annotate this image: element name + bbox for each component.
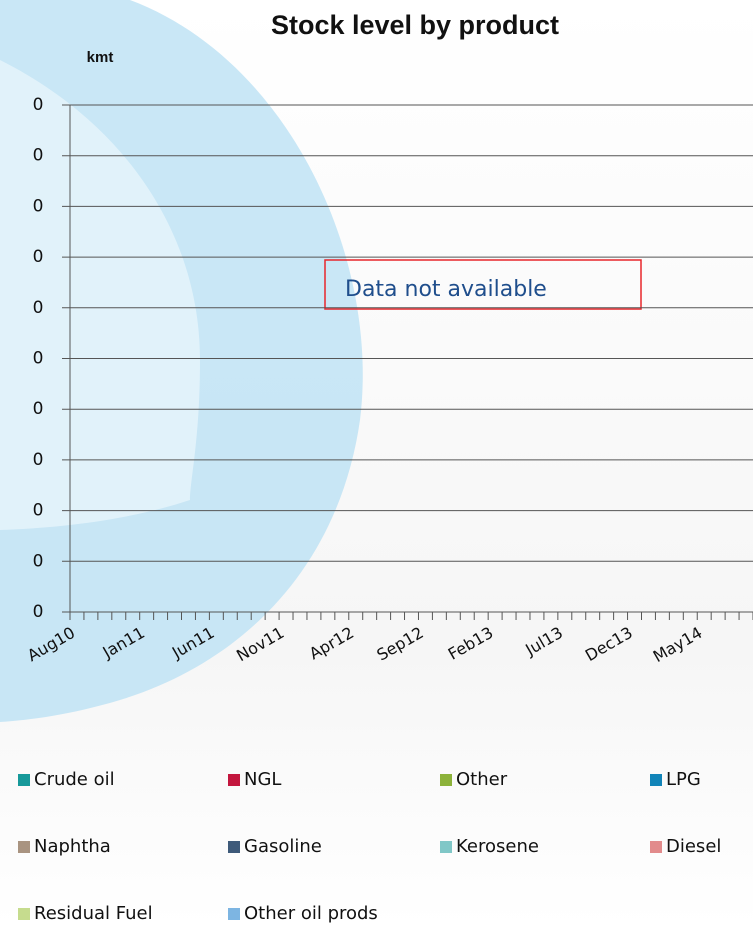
y-tick-label: 0: [33, 146, 44, 166]
y-tick-label: 0: [33, 602, 44, 622]
legend-swatch: [18, 774, 30, 786]
annotation: Data not available: [345, 277, 547, 302]
y-tick-label: 0: [33, 551, 44, 571]
y-tick-label: 0: [33, 450, 44, 470]
chart-title: Stock level by product: [271, 10, 559, 40]
y-tick-label: 0: [33, 349, 44, 369]
legend-swatch: [18, 841, 30, 853]
legend-label: Other oil prods: [244, 903, 378, 924]
annotation-box: [324, 259, 642, 310]
y-axis-unit: kmt: [87, 49, 114, 66]
background-swoosh-inner: [0, 60, 200, 530]
legend-swatch: [228, 908, 240, 920]
legend-swatch: [228, 774, 240, 786]
legend-label: Gasoline: [244, 836, 322, 857]
legend-label: LPG: [666, 769, 701, 790]
legend-swatch: [440, 774, 452, 786]
y-tick-label: 0: [33, 196, 44, 216]
legend-swatch: [440, 841, 452, 853]
legend-swatch: [228, 841, 240, 853]
legend-swatch: [650, 841, 662, 853]
legend-label: Other: [456, 769, 508, 790]
legend-swatch: [18, 908, 30, 920]
y-tick-label: 0: [33, 298, 44, 318]
legend-swatch: [650, 774, 662, 786]
y-tick-label: 0: [33, 95, 44, 115]
legend-label: Naphtha: [34, 836, 111, 857]
legend-label: Crude oil: [34, 769, 115, 790]
legend-label: Residual Fuel: [34, 903, 153, 924]
legend-label: NGL: [244, 769, 281, 790]
y-tick-label: 0: [33, 247, 44, 267]
y-tick-label: 0: [33, 399, 44, 419]
legend-label: Diesel: [666, 836, 721, 857]
legend-label: Kerosene: [456, 836, 539, 857]
y-tick-label: 0: [33, 501, 44, 521]
